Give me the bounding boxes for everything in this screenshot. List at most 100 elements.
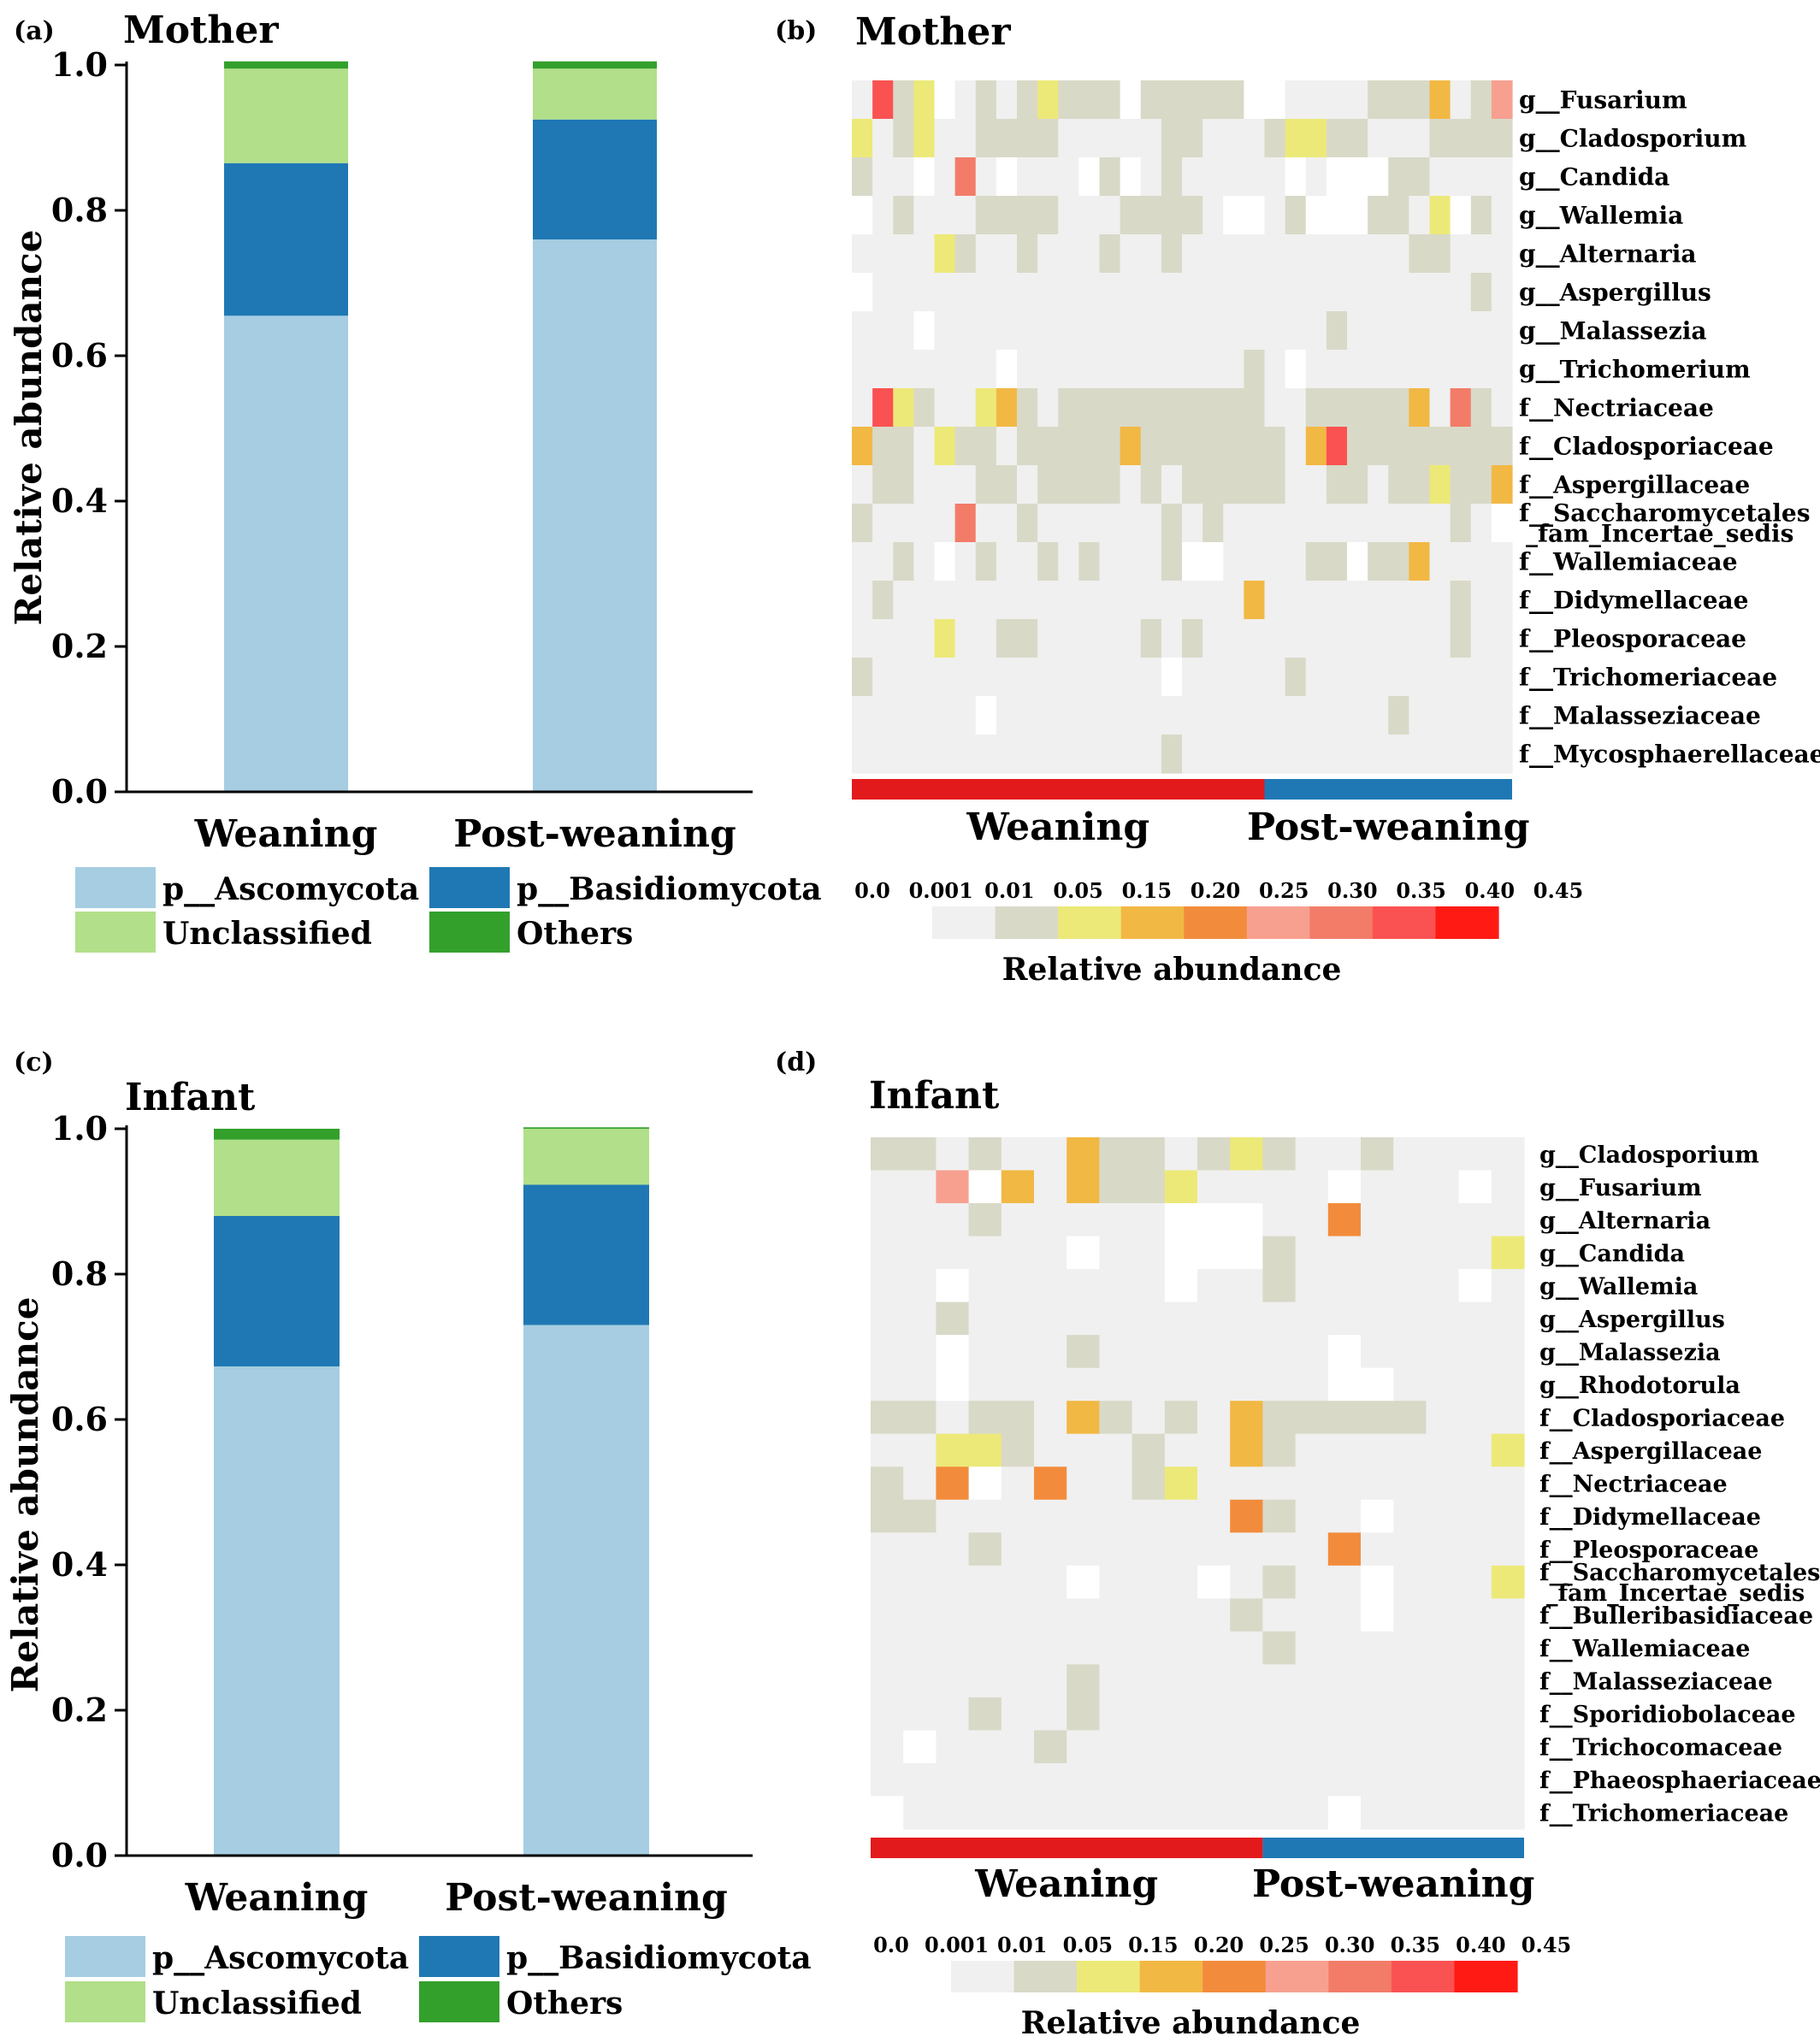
colorbar-title: Relative abundance: [1021, 2005, 1361, 2041]
heatmap-cell: [903, 1664, 937, 1698]
heatmap-cell: [1368, 465, 1389, 505]
heatmap-cell: [1393, 1499, 1427, 1533]
heatmap-cell: [1230, 1499, 1263, 1533]
heatmap-cell: [1001, 1433, 1035, 1467]
heatmap-cell: [903, 1367, 937, 1402]
heatmap-cell: [1037, 234, 1059, 274]
heatmap-cell: [1393, 1796, 1427, 1830]
heatmap-cell: [1197, 1565, 1231, 1599]
heatmap-cell: [852, 581, 873, 620]
heatmap-cell: [1099, 1532, 1133, 1567]
panel-d-title: Infant: [869, 1074, 1000, 1118]
heatmap-cell: [996, 735, 1018, 774]
heatmap-cell: [1202, 273, 1224, 312]
heatmap-cell: [1458, 1631, 1492, 1665]
heatmap-cell: [1491, 80, 1513, 120]
heatmap-cell: [1182, 388, 1203, 428]
heatmap-cell: [1161, 735, 1183, 774]
heatmap-cell: [936, 1367, 970, 1402]
heatmap-cell: [1132, 1664, 1166, 1698]
legend-label: Unclassified: [152, 1986, 362, 2021]
heatmap-cell: [913, 234, 936, 274]
heatmap-cell: [954, 234, 977, 274]
heatmap-cell: [1393, 1301, 1427, 1336]
colorbar-swatch: [1120, 906, 1185, 939]
heatmap-cell: [871, 1532, 904, 1567]
heatmap-cell: [903, 1499, 937, 1533]
heatmap-cell: [1470, 388, 1492, 428]
heatmap-cell: [1164, 1467, 1198, 1501]
heatmap-cell: [903, 1401, 937, 1435]
group-bar-weaning: [871, 1838, 1263, 1858]
heatmap-cell: [1450, 119, 1472, 158]
heatmap-cell: [1491, 735, 1513, 774]
heatmap-cell: [1017, 658, 1038, 697]
heatmap-cell: [1161, 619, 1183, 658]
heatmap-cell: [1099, 119, 1121, 158]
heatmap-cell: [1164, 1631, 1198, 1665]
heatmap-cell: [1393, 1730, 1427, 1764]
heatmap-cell: [872, 542, 894, 581]
panel-c-bars: [214, 1127, 649, 1856]
heatmap-cell: [934, 80, 956, 120]
heatmap-cell: [1347, 80, 1368, 120]
heatmap-cell: [1164, 1269, 1198, 1303]
heatmap-cell: [1132, 1532, 1166, 1567]
heatmap-cell: [1426, 1269, 1460, 1303]
heatmap-cell: [1244, 696, 1266, 735]
heatmap-cell: [1132, 1762, 1166, 1797]
panel-b-group-bar: Weaning Post-weaning: [852, 779, 1529, 849]
heatmap-cell: [996, 273, 1018, 312]
heatmap-cell: [871, 1269, 904, 1303]
heatmap-cell: [1197, 1301, 1231, 1336]
heatmap-cell: [975, 465, 997, 505]
heatmap-cell: [1164, 1170, 1198, 1204]
heatmap-cell: [1347, 388, 1368, 428]
panel-a-xlabels: Weaning Post-weaning: [194, 812, 736, 856]
legend-swatch-basidiomycota: [429, 867, 510, 908]
heatmap-cell: [968, 1697, 1002, 1732]
heatmap-cell: [1327, 1697, 1362, 1732]
heatmap-cell: [1429, 619, 1451, 658]
heatmap-cell: [1182, 350, 1203, 389]
row-label: g__Trichomerium: [1519, 356, 1751, 384]
heatmap-cell: [1067, 1203, 1100, 1237]
panel-c-legend: p__Ascomycota p__Basidiomycota Unclassifie…: [65, 1936, 812, 2022]
heatmap-cell: [1223, 350, 1244, 389]
heatmap-cell: [1326, 388, 1348, 428]
heatmap-cell: [1409, 619, 1431, 658]
heatmap-cell: [1223, 542, 1244, 581]
heatmap-cell: [903, 1565, 937, 1599]
heatmap-cell: [1393, 1532, 1427, 1567]
heatmap-cell: [1409, 504, 1431, 543]
heatmap-cell: [954, 658, 977, 697]
heatmap-cell: [1264, 273, 1286, 312]
row-label: f__Trichocomaceae: [1539, 1735, 1782, 1762]
group-label: Weaning: [966, 806, 1149, 849]
heatmap-cell: [996, 311, 1018, 351]
panel-b-colorbar: 0.0 0.001 0.01 0.05 0.15 0.20 0.25 0.30 0.35 0.40…: [854, 878, 1583, 988]
heatmap-cell: [1078, 196, 1101, 235]
row-label: g__Malassezia: [1539, 1339, 1721, 1366]
heatmap-cell: [1230, 1137, 1263, 1171]
heatmap-cell: [1078, 465, 1101, 505]
row-label: g__Cladosporium: [1539, 1142, 1759, 1168]
heatmap-cell: [1099, 157, 1121, 197]
heatmap-cell: [1058, 350, 1079, 389]
heatmap-cell: [1491, 1532, 1525, 1567]
colorbar-tick-label: 0.01: [997, 1933, 1047, 1957]
heatmap-cell: [1099, 1301, 1133, 1336]
heatmap-cell: [1361, 1170, 1394, 1204]
heatmap-cell: [1388, 234, 1409, 274]
heatmap-cell: [1450, 465, 1472, 505]
legend-swatch-basidiomycota: [419, 1936, 499, 1977]
heatmap-cell: [968, 1367, 1002, 1402]
colorbar-tick-label: 0.0: [873, 1933, 909, 1957]
heatmap-cell: [1393, 1598, 1427, 1632]
heatmap-cell: [1120, 542, 1142, 581]
heatmap-cell: [1099, 388, 1121, 428]
heatmap-cell: [1491, 1137, 1525, 1171]
legend-swatch-unclassified: [65, 1981, 145, 2022]
heatmap-cell: [1182, 311, 1203, 351]
heatmap-cell: [903, 1335, 937, 1369]
